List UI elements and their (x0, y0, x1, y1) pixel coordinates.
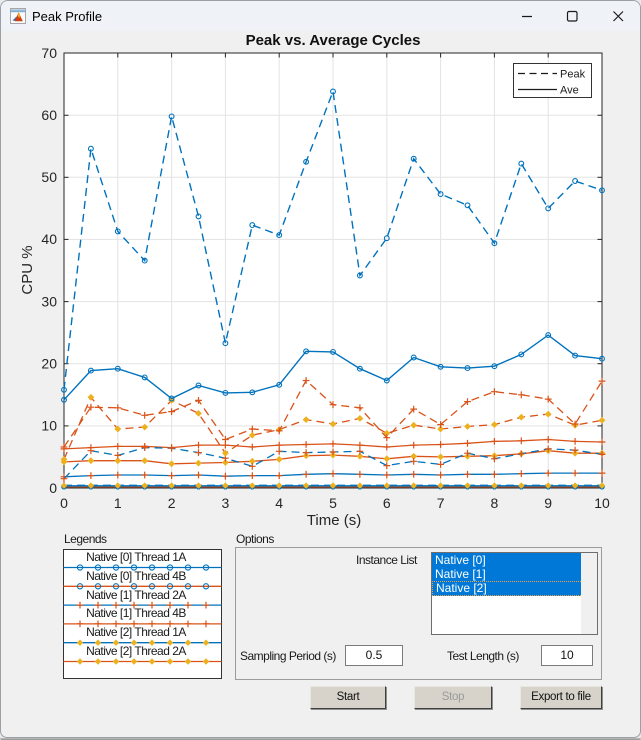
svg-text:2: 2 (168, 495, 176, 511)
svg-text:3: 3 (222, 495, 230, 511)
svg-text:10: 10 (41, 418, 57, 434)
svg-text:9: 9 (544, 495, 552, 511)
svg-text:0: 0 (49, 480, 57, 496)
svg-text:Ave: Ave (560, 85, 579, 97)
svg-text:20: 20 (41, 356, 57, 372)
svg-text:1: 1 (114, 495, 122, 511)
svg-text:70: 70 (41, 45, 57, 61)
svg-text:30: 30 (41, 293, 57, 309)
svg-text:40: 40 (41, 231, 57, 247)
svg-text:Peak: Peak (560, 69, 586, 81)
svg-text:5: 5 (329, 495, 337, 511)
svg-text:0: 0 (60, 495, 68, 511)
svg-text:Peak vs. Average Cycles: Peak vs. Average Cycles (246, 32, 421, 49)
svg-text:CPU %: CPU % (19, 245, 36, 294)
svg-text:50: 50 (41, 169, 57, 185)
svg-text:60: 60 (41, 107, 57, 123)
svg-text:6: 6 (383, 495, 391, 511)
svg-text:Time (s): Time (s) (307, 512, 361, 529)
svg-text:4: 4 (275, 495, 283, 511)
svg-text:10: 10 (594, 495, 610, 511)
svg-text:7: 7 (437, 495, 445, 511)
svg-text:8: 8 (491, 495, 499, 511)
